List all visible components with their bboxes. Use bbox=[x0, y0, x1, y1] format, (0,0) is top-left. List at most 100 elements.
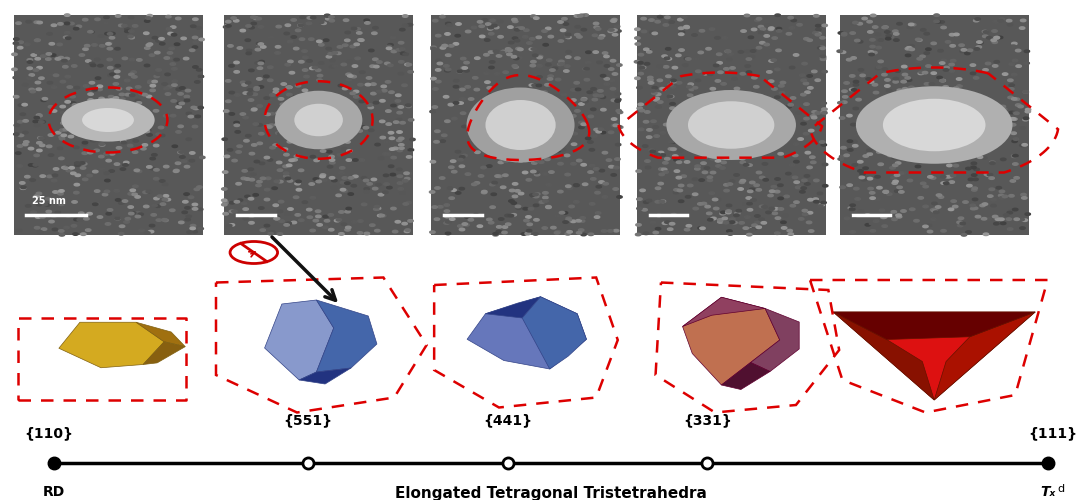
Circle shape bbox=[296, 84, 301, 87]
Circle shape bbox=[926, 224, 931, 226]
Circle shape bbox=[172, 145, 177, 148]
Bar bbox=[637, 15, 825, 235]
Circle shape bbox=[307, 22, 312, 25]
Circle shape bbox=[769, 208, 774, 210]
Circle shape bbox=[504, 214, 510, 217]
Circle shape bbox=[869, 197, 875, 200]
Circle shape bbox=[124, 220, 130, 223]
Circle shape bbox=[543, 173, 549, 176]
Circle shape bbox=[793, 154, 798, 156]
Circle shape bbox=[372, 32, 377, 35]
Circle shape bbox=[572, 132, 578, 135]
Circle shape bbox=[704, 167, 710, 170]
Circle shape bbox=[1014, 218, 1020, 220]
Circle shape bbox=[869, 143, 875, 146]
Circle shape bbox=[813, 200, 819, 203]
Circle shape bbox=[72, 233, 78, 235]
Circle shape bbox=[603, 152, 608, 154]
Circle shape bbox=[403, 53, 408, 56]
Circle shape bbox=[775, 49, 781, 51]
Circle shape bbox=[931, 72, 936, 74]
Circle shape bbox=[734, 212, 740, 214]
Circle shape bbox=[730, 66, 735, 69]
Circle shape bbox=[933, 114, 939, 116]
Circle shape bbox=[512, 104, 517, 106]
Circle shape bbox=[892, 139, 897, 141]
Circle shape bbox=[399, 42, 404, 44]
Circle shape bbox=[29, 74, 35, 76]
Circle shape bbox=[31, 211, 37, 214]
Circle shape bbox=[171, 114, 176, 117]
Circle shape bbox=[40, 144, 45, 146]
Circle shape bbox=[537, 76, 542, 78]
Circle shape bbox=[797, 183, 802, 186]
Circle shape bbox=[60, 80, 66, 83]
Circle shape bbox=[163, 219, 168, 222]
Circle shape bbox=[934, 14, 940, 16]
Circle shape bbox=[528, 155, 534, 158]
Circle shape bbox=[346, 226, 351, 228]
Circle shape bbox=[647, 200, 652, 202]
Circle shape bbox=[46, 214, 52, 216]
Circle shape bbox=[485, 39, 490, 42]
Circle shape bbox=[373, 26, 378, 29]
Circle shape bbox=[880, 216, 886, 218]
Circle shape bbox=[720, 212, 726, 215]
Circle shape bbox=[1010, 180, 1015, 182]
Circle shape bbox=[684, 26, 689, 29]
Circle shape bbox=[454, 80, 459, 82]
Circle shape bbox=[176, 17, 181, 20]
Circle shape bbox=[40, 55, 45, 58]
Circle shape bbox=[905, 116, 910, 118]
Circle shape bbox=[494, 92, 499, 95]
Circle shape bbox=[85, 229, 91, 232]
Circle shape bbox=[172, 84, 177, 86]
Circle shape bbox=[12, 53, 17, 56]
Circle shape bbox=[811, 116, 816, 119]
Circle shape bbox=[585, 62, 591, 64]
Circle shape bbox=[511, 214, 516, 216]
Circle shape bbox=[309, 38, 314, 40]
Circle shape bbox=[463, 62, 469, 64]
Circle shape bbox=[27, 61, 32, 64]
Circle shape bbox=[451, 118, 457, 120]
Circle shape bbox=[681, 175, 687, 178]
Circle shape bbox=[581, 98, 586, 101]
Circle shape bbox=[1020, 144, 1025, 146]
Circle shape bbox=[931, 151, 936, 154]
Circle shape bbox=[985, 150, 990, 153]
Circle shape bbox=[734, 88, 740, 90]
Circle shape bbox=[337, 154, 342, 156]
Circle shape bbox=[557, 20, 563, 23]
Circle shape bbox=[279, 220, 284, 222]
Circle shape bbox=[104, 16, 109, 18]
Circle shape bbox=[99, 144, 105, 146]
Circle shape bbox=[408, 118, 414, 121]
Circle shape bbox=[838, 32, 843, 34]
Circle shape bbox=[18, 104, 24, 106]
Circle shape bbox=[905, 76, 910, 79]
Circle shape bbox=[600, 96, 606, 98]
Circle shape bbox=[450, 160, 456, 162]
Circle shape bbox=[85, 122, 91, 125]
Text: d: d bbox=[1057, 484, 1064, 494]
Circle shape bbox=[515, 190, 521, 192]
Circle shape bbox=[127, 144, 133, 147]
Circle shape bbox=[700, 99, 705, 102]
Circle shape bbox=[294, 155, 299, 158]
Circle shape bbox=[713, 198, 718, 201]
Circle shape bbox=[360, 71, 365, 74]
Circle shape bbox=[994, 36, 999, 39]
Circle shape bbox=[594, 168, 599, 170]
Circle shape bbox=[602, 230, 607, 232]
Circle shape bbox=[706, 48, 712, 50]
Circle shape bbox=[924, 82, 930, 85]
Circle shape bbox=[235, 182, 241, 185]
Circle shape bbox=[52, 86, 57, 88]
Circle shape bbox=[1012, 140, 1017, 142]
Circle shape bbox=[274, 218, 280, 220]
Circle shape bbox=[746, 58, 752, 60]
Circle shape bbox=[431, 48, 436, 50]
Circle shape bbox=[235, 150, 241, 153]
Circle shape bbox=[21, 186, 26, 188]
